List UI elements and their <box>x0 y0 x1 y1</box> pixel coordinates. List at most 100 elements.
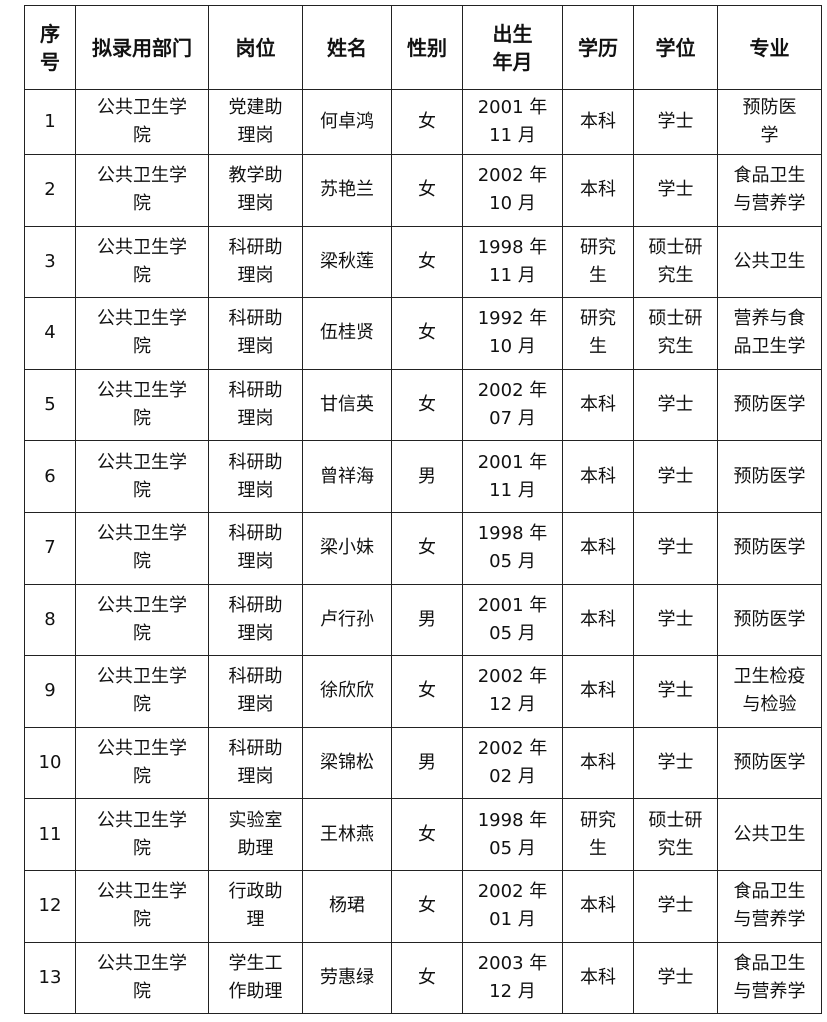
cell-index: 7 <box>24 511 76 585</box>
cell-gender: 女 <box>391 89 463 155</box>
cell-birth: 2002 年 01 月 <box>462 869 563 943</box>
cell-education: 本科 <box>562 869 634 943</box>
table-row: 9 公共卫生学 院科研助 理岗 徐欣欣女 2002 年 12 月本科 学士 卫生检疫 与检… <box>24 655 822 728</box>
cell-degree: 学士 <box>633 154 718 227</box>
header-row: 序 号拟录用部门 岗位 姓名 性别 出生 年月 学历 学位 专业 <box>24 5 822 90</box>
cell-gender: 男 <box>391 583 463 657</box>
cell-degree: 学士 <box>633 941 718 1015</box>
cell-department: 公共卫生学 院 <box>75 368 209 442</box>
cell-major: 卫生检疫 与检验 <box>717 655 822 728</box>
cell-position: 科研助 理岗 <box>208 583 303 657</box>
cell-position: 科研助 理岗 <box>208 655 303 728</box>
cell-position: 科研助 理岗 <box>208 726 303 800</box>
header-major: 专业 <box>717 5 822 90</box>
cell-department: 公共卫生学 院 <box>75 297 209 370</box>
cell-gender: 女 <box>391 941 463 1015</box>
cell-gender: 女 <box>391 225 463 299</box>
header-department: 拟录用部门 <box>75 5 209 90</box>
cell-department: 公共卫生学 院 <box>75 726 209 800</box>
cell-position: 科研助 理岗 <box>208 297 303 370</box>
table-row: 12 公共卫生学 院行政助 理杨珺女 2002 年 01 月本科 学士 食品卫生 与营养… <box>24 869 822 943</box>
cell-gender: 女 <box>391 368 463 442</box>
header-index: 序 号 <box>24 5 76 90</box>
cell-name: 梁小妹 <box>302 511 392 585</box>
table-row: 13 公共卫生学 院学生工 作助理 劳惠绿女 2003 年 12 月本科 学士 食品卫生 … <box>24 941 822 1015</box>
cell-education: 本科 <box>562 726 634 800</box>
cell-education: 研究 生 <box>562 297 634 370</box>
cell-index: 13 <box>24 941 76 1015</box>
cell-birth: 2002 年 07 月 <box>462 368 563 442</box>
cell-birth: 2001 年 05 月 <box>462 583 563 657</box>
cell-position: 科研助 理岗 <box>208 440 303 513</box>
cell-gender: 女 <box>391 511 463 585</box>
cell-gender: 女 <box>391 869 463 943</box>
cell-name: 杨珺 <box>302 869 392 943</box>
cell-degree: 学士 <box>633 440 718 513</box>
cell-education: 本科 <box>562 583 634 657</box>
cell-degree: 学士 <box>633 89 718 155</box>
cell-name: 苏艳兰 <box>302 154 392 227</box>
cell-major: 营养与食 品卫生学 <box>717 297 822 370</box>
cell-education: 本科 <box>562 941 634 1015</box>
table-row: 8 公共卫生学 院科研助 理岗 卢行孙男 2001 年 05 月本科 学士 预防医学 <box>24 583 822 657</box>
table-row: 3 公共卫生学 院科研助 理岗 梁秋莲女 1998 年 11 月研究 生硕士研 究生公… <box>24 225 822 299</box>
table-row: 10 公共卫生学 院科研助 理岗 梁锦松男 2002 年 02 月本科 学士 预防医学 <box>24 726 822 800</box>
cell-degree: 学士 <box>633 655 718 728</box>
cell-name: 卢行孙 <box>302 583 392 657</box>
cell-department: 公共卫生学 院 <box>75 655 209 728</box>
cell-major: 食品卫生 与营养学 <box>717 869 822 943</box>
cell-position: 科研助 理岗 <box>208 511 303 585</box>
cell-education: 本科 <box>562 655 634 728</box>
cell-position: 科研助 理岗 <box>208 368 303 442</box>
cell-birth: 1998 年 05 月 <box>462 798 563 871</box>
cell-birth: 2002 年 10 月 <box>462 154 563 227</box>
cell-major: 预防医学 <box>717 583 822 657</box>
hiring-table: 序 号拟录用部门 岗位 姓名 性别 出生 年月 学历 学位 专业 1 公共卫生学 院党建助 理岗… <box>24 5 822 1015</box>
cell-education: 本科 <box>562 154 634 227</box>
cell-index: 10 <box>24 726 76 800</box>
cell-department: 公共卫生学 院 <box>75 941 209 1015</box>
cell-birth: 2002 年 12 月 <box>462 655 563 728</box>
cell-birth: 2001 年 11 月 <box>462 440 563 513</box>
cell-degree: 学士 <box>633 726 718 800</box>
cell-major: 公共卫生 <box>717 798 822 871</box>
cell-gender: 男 <box>391 440 463 513</box>
cell-position: 实验室 助理 <box>208 798 303 871</box>
cell-name: 曾祥海 <box>302 440 392 513</box>
cell-birth: 2001 年 11 月 <box>462 89 563 155</box>
cell-index: 12 <box>24 869 76 943</box>
cell-degree: 学士 <box>633 511 718 585</box>
cell-department: 公共卫生学 院 <box>75 511 209 585</box>
table-row: 6 公共卫生学 院科研助 理岗 曾祥海男 2001 年 11 月本科 学士 预防医学 <box>24 440 822 513</box>
cell-major: 预防医学 <box>717 368 822 442</box>
cell-index: 4 <box>24 297 76 370</box>
cell-name: 何卓鸿 <box>302 89 392 155</box>
header-name: 姓名 <box>302 5 392 90</box>
cell-department: 公共卫生学 院 <box>75 440 209 513</box>
header-birth: 出生 年月 <box>462 5 563 90</box>
cell-position: 教学助 理岗 <box>208 154 303 227</box>
cell-major: 预防医学 <box>717 511 822 585</box>
cell-index: 11 <box>24 798 76 871</box>
cell-index: 8 <box>24 583 76 657</box>
header-education: 学历 <box>562 5 634 90</box>
cell-degree: 学士 <box>633 869 718 943</box>
cell-degree: 硕士研 究生 <box>633 798 718 871</box>
cell-index: 9 <box>24 655 76 728</box>
cell-department: 公共卫生学 院 <box>75 225 209 299</box>
header-position: 岗位 <box>208 5 303 90</box>
cell-major: 预防医学 <box>717 726 822 800</box>
cell-index: 6 <box>24 440 76 513</box>
cell-birth: 2002 年 02 月 <box>462 726 563 800</box>
cell-degree: 硕士研 究生 <box>633 225 718 299</box>
cell-position: 行政助 理 <box>208 869 303 943</box>
cell-gender: 男 <box>391 726 463 800</box>
table-row: 7 公共卫生学 院科研助 理岗 梁小妹女 1998 年 05 月本科 学士 预防医学 <box>24 511 822 585</box>
cell-index: 3 <box>24 225 76 299</box>
table-row: 5 公共卫生学 院科研助 理岗 甘信英女 2002 年 07 月本科 学士 预防医学 <box>24 368 822 442</box>
cell-index: 1 <box>24 89 76 155</box>
cell-birth: 1992 年 10 月 <box>462 297 563 370</box>
cell-birth: 2003 年 12 月 <box>462 941 563 1015</box>
cell-name: 梁锦松 <box>302 726 392 800</box>
